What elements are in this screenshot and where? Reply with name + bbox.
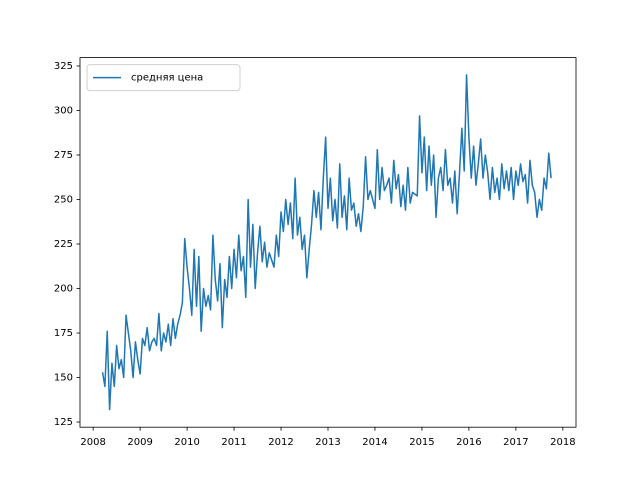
x-tick-label: 2009 xyxy=(127,437,152,448)
y-tick-label: 200 xyxy=(54,284,73,295)
x-tick-label: 2017 xyxy=(503,437,528,448)
y-tick-label: 300 xyxy=(54,105,73,116)
x-tick-label: 2016 xyxy=(456,437,481,448)
axes-frame xyxy=(79,57,577,428)
x-tick-label: 2011 xyxy=(221,437,246,448)
y-tick-label: 150 xyxy=(54,373,73,384)
legend-label: средняя цена xyxy=(131,73,203,84)
legend-box xyxy=(86,64,241,92)
y-tick-label: 225 xyxy=(54,239,73,250)
x-tick-label: 2012 xyxy=(268,437,293,448)
x-tick-label: 2008 xyxy=(80,437,105,448)
x-tick-label: 2013 xyxy=(315,437,340,448)
x-tick-label: 2014 xyxy=(362,437,387,448)
data-line xyxy=(101,74,552,411)
y-tick-label: 125 xyxy=(54,417,73,428)
y-tick-label: 325 xyxy=(54,61,73,72)
y-tick-label: 275 xyxy=(54,150,73,161)
x-tick-label: 2015 xyxy=(409,437,434,448)
y-tick-label: 250 xyxy=(54,194,73,205)
y-tick-label: 175 xyxy=(54,328,73,339)
x-tick-label: 2010 xyxy=(174,437,199,448)
x-tick-label: 2018 xyxy=(550,437,575,448)
